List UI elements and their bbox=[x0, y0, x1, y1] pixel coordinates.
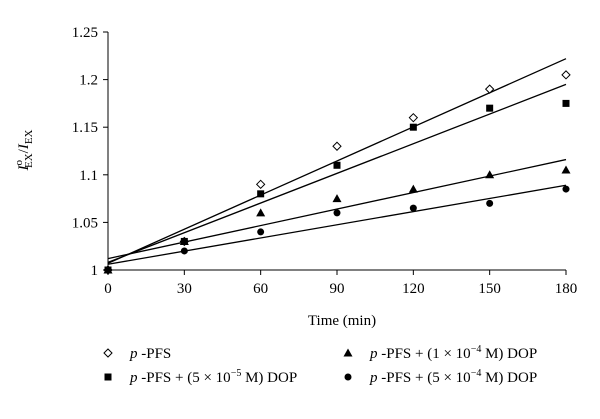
y-tick-label: 1.1 bbox=[79, 168, 98, 184]
y-tick-label: 1.25 bbox=[72, 25, 98, 41]
data-point-series-2 bbox=[486, 104, 494, 112]
y-tick-label: 1.2 bbox=[79, 73, 98, 89]
data-point-series-1 bbox=[255, 179, 266, 190]
y-tick-label: 1.15 bbox=[72, 120, 98, 136]
x-axis-label: Time (min) bbox=[308, 313, 376, 329]
legend-label-series-1: p -PFS bbox=[129, 346, 171, 362]
y-tick-label: 1.05 bbox=[72, 215, 98, 231]
data-point-series-2 bbox=[333, 161, 341, 169]
legend-marker-series-2 bbox=[104, 373, 112, 381]
fit-lines bbox=[107, 58, 567, 265]
data-point-series-3 bbox=[408, 184, 418, 193]
legend: p -PFS p -PFS + (5 × 10−5 M) DOP p -PFS + … bbox=[103, 344, 537, 386]
x-tick-label: 60 bbox=[253, 281, 268, 297]
data-point-series-4 bbox=[257, 228, 265, 236]
fit-line-series-2 bbox=[107, 83, 567, 263]
data-point-series-3 bbox=[561, 165, 571, 174]
y-axis-label: IoEX/IEX bbox=[13, 129, 35, 171]
data-point-series-1 bbox=[408, 112, 419, 123]
y-axis-label-text: IoEX/IEX bbox=[13, 129, 35, 171]
data-point-series-4 bbox=[104, 266, 112, 274]
data-point-series-4 bbox=[180, 247, 188, 255]
data-point-series-4 bbox=[333, 209, 341, 217]
legend-label-series-2: p -PFS + (5 × 10−5 M) DOP bbox=[129, 368, 297, 386]
fit-line-series-1 bbox=[107, 58, 567, 264]
x-tick-label: 150 bbox=[478, 281, 501, 297]
data-point-series-2 bbox=[257, 190, 265, 198]
data-point-series-3 bbox=[332, 194, 342, 203]
data-point-series-2 bbox=[562, 99, 570, 107]
data-point-series-4 bbox=[409, 204, 417, 212]
data-point-series-1 bbox=[561, 70, 571, 80]
x-tick-label: 90 bbox=[330, 281, 345, 297]
data-point-series-3 bbox=[485, 170, 495, 179]
x-tick-label: 30 bbox=[177, 281, 192, 297]
fit-line-series-3 bbox=[107, 158, 567, 260]
data-point-series-4 bbox=[562, 185, 570, 193]
data-point-series-1 bbox=[484, 84, 495, 94]
y-tick-label: 1 bbox=[91, 263, 99, 279]
data-point-series-3 bbox=[179, 236, 189, 245]
x-tick-label: 180 bbox=[555, 281, 578, 297]
data-point-series-2 bbox=[409, 123, 417, 131]
legend-marker-series-1 bbox=[103, 348, 113, 358]
x-tick-label: 120 bbox=[402, 281, 425, 297]
legend-label-series-3: p -PFS + (1 × 10−4 M) DOP bbox=[369, 344, 537, 362]
legend-label-series-4: p -PFS + (5 × 10−4 M) DOP bbox=[369, 368, 537, 386]
legend-marker-series-3 bbox=[343, 348, 353, 357]
data-point-series-1 bbox=[332, 141, 342, 151]
data-points bbox=[103, 70, 571, 275]
data-point-series-3 bbox=[256, 208, 266, 217]
data-point-series-4 bbox=[486, 199, 494, 207]
axes: 0 30 60 90 120 150 180 1 1.05 1.1 1.15 1.2 1.25 bbox=[72, 25, 578, 297]
legend-marker-series-4 bbox=[344, 373, 352, 381]
x-tick-label: 0 bbox=[104, 281, 112, 297]
